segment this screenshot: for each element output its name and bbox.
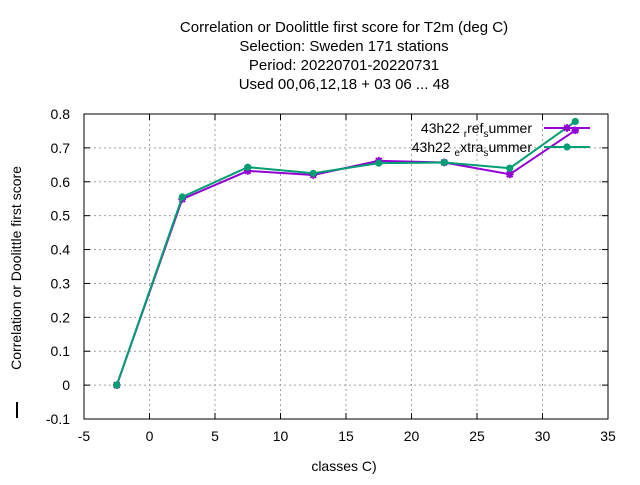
data-point	[571, 117, 579, 126]
tick-labels: -5 0 5 10 15 20 25 30 35 -0.1 0 0.1 0.2 0.3 0.4 0.5 0.6 0…	[46, 106, 616, 444]
legend-entry: 43h22 rrefsummer	[421, 120, 590, 140]
y-tick-label: 0.7	[51, 140, 71, 156]
x-tick-label: 15	[338, 428, 354, 444]
y-tick-label: 0.4	[51, 242, 71, 258]
y-axis-label: Correlation or Doolittle first score	[8, 166, 24, 370]
x-tick-label: 0	[146, 428, 154, 444]
x-tick-label: -5	[78, 428, 91, 444]
y-tick-label: -0.1	[46, 411, 70, 427]
data-point	[440, 158, 448, 167]
series-layer	[112, 117, 580, 389]
y-tick-label: 0.2	[51, 309, 71, 325]
y-tick-label: 0	[62, 377, 70, 393]
data-point	[563, 143, 571, 151]
grid-layer	[84, 114, 608, 419]
legend-label: 43h22 rrefsummer	[421, 120, 532, 140]
series-line	[115, 120, 576, 386]
y-tick-label: 0.8	[51, 106, 71, 122]
y-tick-label: 0.5	[51, 208, 71, 224]
x-tick-label: 25	[469, 428, 485, 444]
legend-entry: 43h22 extrasummer	[412, 139, 590, 159]
data-point	[309, 169, 317, 177]
title-line-1: Correlation or Doolittle first score for…	[180, 19, 508, 36]
title-line-3: Period: 20220701-20220731	[249, 57, 439, 74]
data-point	[244, 163, 252, 171]
plot-frame	[83, 113, 609, 420]
data-point	[113, 381, 121, 389]
chart-title: Correlation or Doolittle first score for…	[180, 19, 508, 93]
data-point	[375, 159, 383, 167]
series-2	[113, 117, 579, 389]
title-line-4: Used 00,06,12,18 + 03 06 ... 48	[239, 76, 450, 93]
data-point	[178, 193, 186, 201]
title-line-2: Selection: Sweden 171 stations	[239, 38, 448, 55]
x-tick-label: 20	[404, 428, 420, 444]
data-point	[506, 164, 514, 172]
x-tick-label: 30	[535, 428, 551, 444]
y-tick-label: 0.6	[51, 174, 71, 190]
x-tick-label: 5	[211, 428, 219, 444]
y-tick-label: 0.1	[51, 343, 71, 359]
legend-label: 43h22 extrasummer	[412, 139, 533, 159]
x-tick-label: 10	[273, 428, 289, 444]
x-axis-label: classes C)	[311, 458, 376, 474]
x-tick-label: 35	[600, 428, 616, 444]
data-point	[563, 124, 571, 132]
y-tick-label: 0.3	[51, 275, 71, 291]
